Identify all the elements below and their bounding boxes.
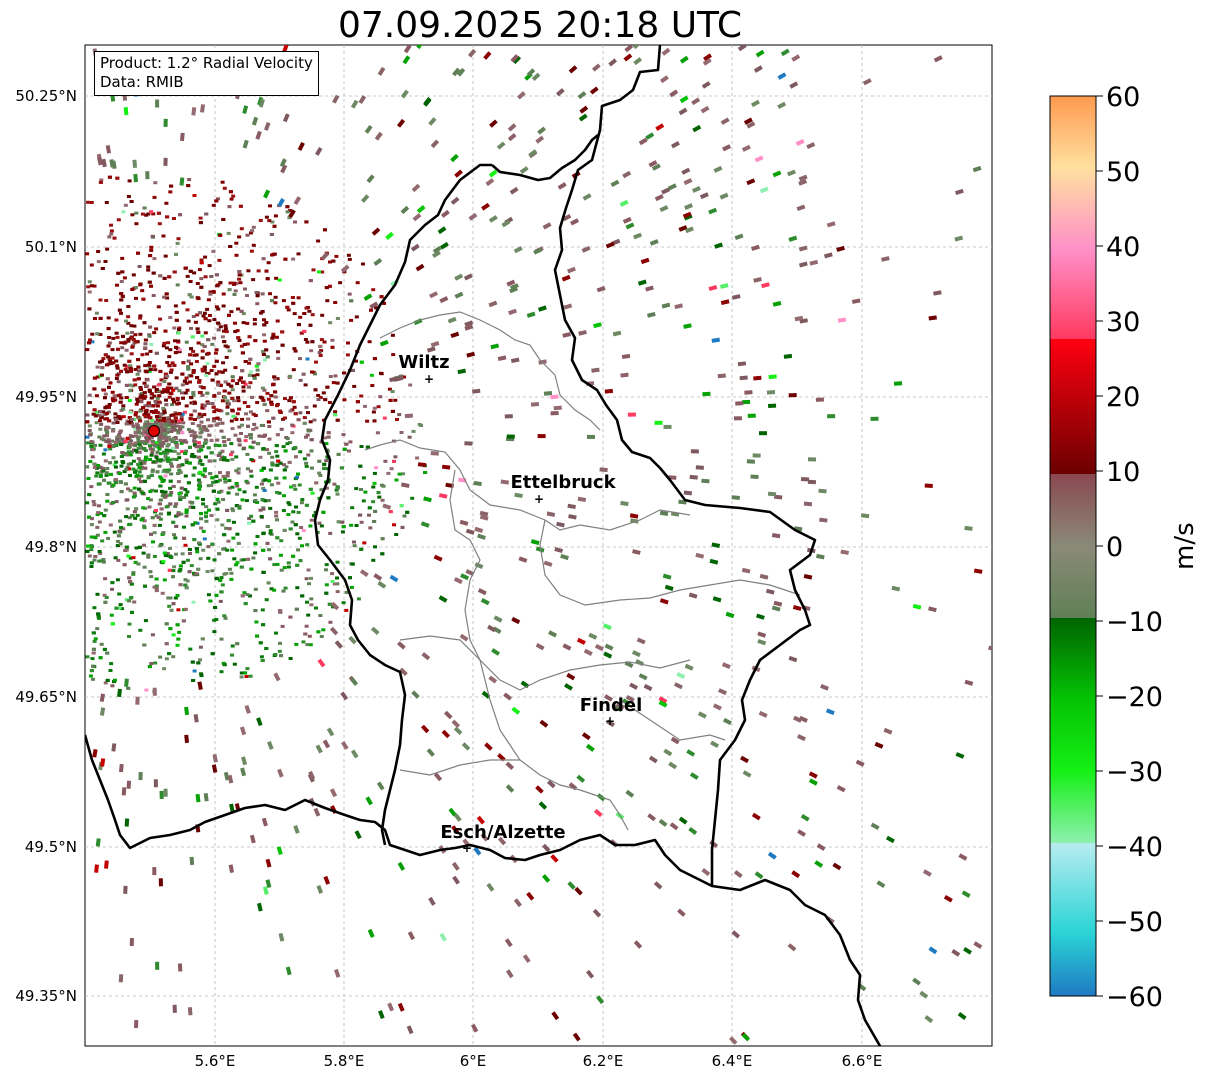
city-marker-wiltz[interactable]: + [424,372,434,386]
border-north [491,134,599,182]
lon-tick: 6°E [460,1052,487,1070]
national-border [553,45,882,1046]
colorbar-ticks: 60 50 40 30 20 10 0 −10 −20 −30 −40 −50 −60 [1096,82,1163,1013]
lat-tick: 49.8°N [25,538,77,556]
colorbar-tick-label: 10 [1106,457,1140,488]
colorbar-tick-label: 50 [1106,157,1140,188]
colorbar-tick-label: 20 [1106,382,1140,413]
colorbar-tick-label: 0 [1106,532,1123,563]
product-label: Product: 1.2° Radial Velocity [100,54,313,72]
canton-boundaries [364,311,801,831]
colorbar-tick-label: 60 [1106,82,1140,113]
colorbar [1049,95,1097,997]
lat-tick: 49.95°N [15,388,77,406]
colorbar-tick-label: 40 [1106,232,1140,263]
city-label-ettelbruck: Ettelbruck [510,472,616,493]
city-label-findel: Findel [580,695,643,716]
city-marker-findel[interactable]: + [605,714,615,728]
colorbar-label: m/s [1170,522,1200,570]
city-marker-ettelbruck[interactable]: + [534,492,544,506]
lon-tick: 6.4°E [712,1052,753,1070]
radar-site-marker[interactable] [148,425,160,437]
colorbar-tick-label: 30 [1106,307,1140,338]
lon-tick: 6.6°E [842,1052,883,1070]
lon-tick: 6.2°E [583,1052,624,1070]
lat-tick: 49.65°N [15,688,77,706]
lat-tick: 50.25°N [15,87,77,105]
colorbar-tick-label: −40 [1106,832,1163,863]
border-south [85,734,713,888]
colorbar-tick-label: −20 [1106,682,1163,713]
border-west [313,163,492,846]
source-label: Data: RMIB [100,73,184,91]
colorbar-tick-label: −30 [1106,757,1163,788]
lat-tick: 49.35°N [15,987,77,1005]
lon-tick: 5.8°E [324,1052,365,1070]
lat-tick: 49.5°N [25,838,77,856]
colorbar-tick-label: −10 [1106,607,1163,638]
lon-tick: 5.6°E [195,1052,236,1070]
info-box: Product: 1.2° Radial Velocity Data: RMIB [94,51,319,96]
map-title: 07.09.2025 20:18 UTC [337,5,743,46]
city-label-esch: Esch/Alzette [440,822,565,843]
colorbar-tick-label: −50 [1106,907,1163,938]
plot-area [84,44,993,1047]
city-marker-esch[interactable]: + [462,841,472,855]
colorbar-tick-label: −60 [1106,982,1163,1013]
city-label-wiltz: Wiltz [398,352,449,373]
lat-tick: 50.1°N [25,238,77,256]
